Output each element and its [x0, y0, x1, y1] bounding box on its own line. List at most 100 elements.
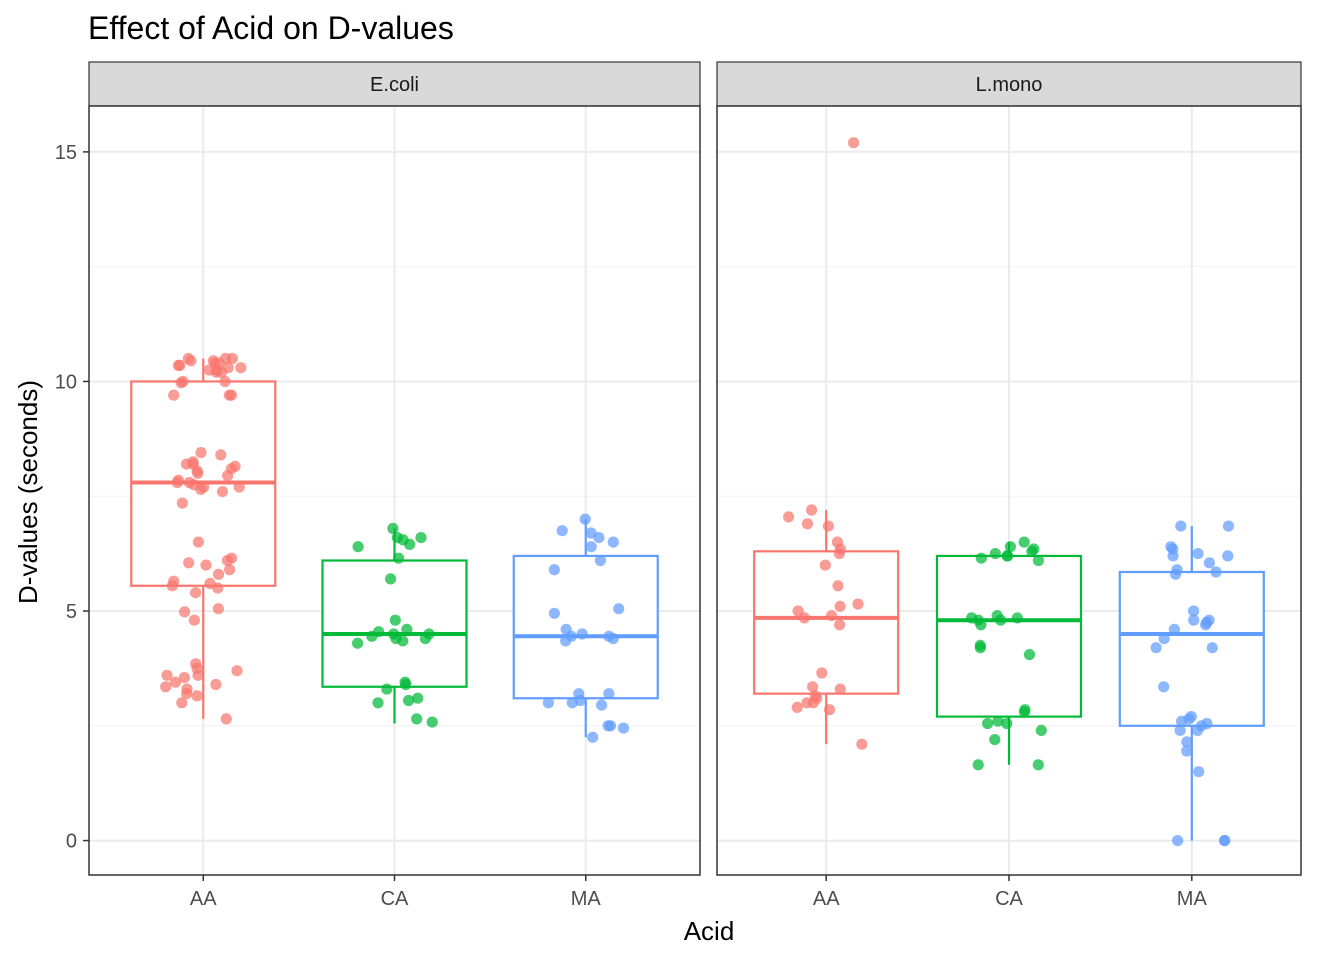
y-tick-label: 5	[66, 601, 77, 623]
data-point	[387, 522, 399, 535]
data-point	[419, 633, 431, 645]
data-point	[403, 694, 415, 707]
data-point	[233, 481, 245, 493]
chart-title: Effect of Acid on D-values	[88, 10, 454, 46]
y-tick-label: 10	[55, 371, 77, 393]
data-point	[576, 628, 588, 640]
data-point	[192, 669, 204, 681]
data-point	[556, 525, 568, 537]
data-point	[1168, 623, 1180, 636]
data-point	[989, 548, 1001, 560]
data-point	[548, 607, 561, 619]
data-point	[412, 692, 424, 704]
data-point	[1175, 520, 1187, 532]
y-tick-label: 15	[55, 142, 77, 164]
data-point	[352, 541, 364, 553]
data-point	[974, 642, 987, 654]
data-point	[1167, 550, 1179, 562]
data-point	[602, 720, 614, 732]
data-point	[183, 557, 195, 569]
data-point	[822, 520, 835, 532]
data-point	[823, 704, 836, 716]
data-point	[1181, 736, 1193, 748]
data-point	[216, 486, 229, 498]
data-point	[223, 389, 235, 401]
data-point	[215, 449, 227, 461]
data-point	[161, 669, 173, 681]
box-ca	[935, 554, 1083, 718]
data-point	[366, 630, 378, 642]
data-point	[1032, 554, 1044, 567]
data-point	[219, 375, 231, 388]
data-point	[1200, 619, 1212, 631]
data-point	[801, 518, 814, 530]
data-point	[989, 734, 1001, 746]
data-point	[1192, 724, 1204, 737]
data-point	[188, 614, 200, 626]
data-point	[1188, 605, 1200, 617]
data-point	[975, 619, 987, 631]
data-point	[856, 738, 868, 750]
data-point	[176, 497, 188, 509]
data-point	[1018, 536, 1030, 548]
data-point	[178, 672, 190, 684]
data-point	[972, 759, 984, 771]
data-point	[1158, 681, 1170, 693]
data-point	[222, 470, 234, 482]
data-point	[1170, 568, 1182, 580]
x-tick-label: CA	[381, 888, 409, 910]
data-point	[1035, 724, 1047, 737]
data-point	[169, 676, 181, 688]
data-point	[593, 532, 605, 544]
data-point	[385, 573, 397, 585]
data-point	[215, 366, 228, 378]
data-point	[1018, 706, 1030, 718]
data-point	[617, 722, 630, 734]
data-point	[1001, 717, 1013, 730]
data-point	[834, 683, 846, 695]
x-tick-label: CA	[995, 888, 1023, 910]
data-point	[992, 715, 1004, 727]
data-point	[995, 614, 1007, 626]
data-point	[200, 559, 212, 571]
data-point	[1181, 745, 1193, 757]
data-point	[231, 665, 243, 677]
data-point	[235, 362, 247, 374]
data-point	[1011, 612, 1023, 624]
data-point	[401, 623, 413, 636]
data-point	[975, 552, 987, 564]
data-point	[426, 716, 438, 728]
facet-panel-l-mono: L.mono AA CA MA	[716, 61, 1302, 910]
y-tick-label: 0	[66, 831, 77, 853]
data-point	[160, 681, 172, 693]
data-point	[195, 483, 207, 495]
data-point	[566, 697, 578, 709]
data-point	[548, 564, 560, 576]
facet-strip-label: L.mono	[976, 74, 1043, 96]
data-point	[832, 580, 844, 592]
facet-strip	[88, 61, 701, 107]
data-point	[166, 580, 178, 592]
data-point	[585, 541, 597, 553]
data-point	[191, 690, 203, 702]
data-point	[220, 713, 232, 725]
data-point	[181, 688, 193, 700]
data-point	[1032, 759, 1044, 771]
data-point	[190, 587, 202, 599]
data-point	[192, 536, 204, 548]
data-point	[400, 678, 412, 691]
data-point	[176, 697, 188, 709]
data-point	[411, 713, 423, 725]
data-point	[352, 637, 364, 649]
data-point	[175, 377, 187, 389]
data-point	[212, 603, 224, 615]
x-axis-title: Acid	[684, 916, 735, 946]
data-point	[1222, 520, 1235, 532]
y-axis-title: D-values (seconds)	[13, 380, 43, 604]
data-point	[195, 447, 207, 459]
data-point	[168, 389, 180, 401]
data-point	[596, 699, 608, 711]
data-point	[1203, 557, 1215, 569]
data-point	[560, 635, 572, 647]
data-point	[798, 612, 811, 624]
